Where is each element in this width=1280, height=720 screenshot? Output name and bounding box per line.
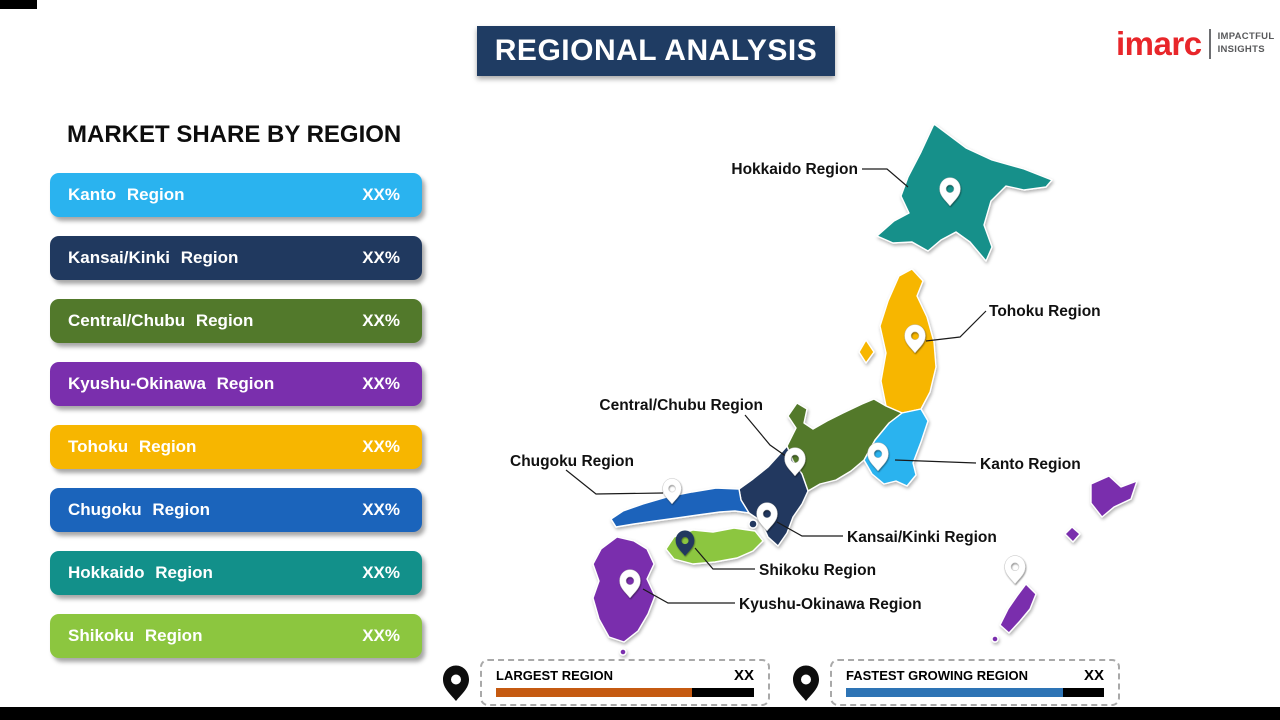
share-bar-chugoku: Chugoku Region XX% <box>50 488 422 532</box>
island-awaji <box>748 519 758 529</box>
logo-tagline: IMPACTFUL INSIGHTS <box>1218 31 1275 56</box>
fastest-region-pin-icon <box>793 665 819 701</box>
region-hokkaido <box>876 123 1053 262</box>
share-bar-value: XX% <box>362 626 400 645</box>
share-bar-tohoku: Tohoku Region XX% <box>50 425 422 469</box>
region-okinawa-islet <box>1064 526 1081 543</box>
connector-chubu <box>744 414 788 458</box>
connector-chugoku <box>565 469 664 495</box>
share-bar-chubu: Central/Chubu Region XX% <box>50 299 422 343</box>
connector-kyushu-okinawa <box>642 588 735 604</box>
island-okinawa-islet-2 <box>991 635 999 643</box>
island-kyushu-islet-1 <box>619 648 627 656</box>
market-share-list: Kanto Region XX% Kansai/Kinki Region XX%… <box>50 173 422 677</box>
connector-kansai <box>776 521 843 537</box>
legend-largest-bar <box>496 688 754 697</box>
legend-largest-box: LARGEST REGION XX <box>480 659 770 706</box>
map-label-shikoku: Shikoku Region <box>759 562 876 579</box>
connector-hokkaido <box>862 168 909 188</box>
share-bar-hokkaido: Hokkaido Region XX% <box>50 551 422 595</box>
share-bar-label: Kyushu-Okinawa Region <box>68 374 275 393</box>
share-bar-value: XX% <box>362 311 400 330</box>
share-bar-label: Central/Chubu Region <box>68 311 254 330</box>
legend-largest-value: XX <box>733 667 754 684</box>
share-bar-kansai: Kansai/Kinki Region XX% <box>50 236 422 280</box>
map-label-tohoku: Tohoku Region <box>989 303 1101 320</box>
map-label-chugoku: Chugoku Region <box>510 453 634 470</box>
legend-fastest-bar <box>846 688 1104 697</box>
map-pin-okinawa-icon <box>1004 555 1026 585</box>
share-bar-value: XX% <box>362 374 400 393</box>
logo-divider <box>1208 28 1211 59</box>
imarc-logo: imarc IMPACTFUL INSIGHTS <box>1116 27 1274 60</box>
japan-map: Hokkaido Region Tohoku Region Central/Ch… <box>510 123 1138 665</box>
connector-shikoku <box>694 547 755 570</box>
share-bar-label: Hokkaido Region <box>68 563 213 582</box>
region-okinawa-north <box>1090 475 1138 518</box>
share-bar-value: XX% <box>362 563 400 582</box>
share-bar-value: XX% <box>362 437 400 456</box>
map-label-kanto: Kanto Region <box>980 456 1081 473</box>
connector-kanto <box>894 459 977 464</box>
legend-largest-bar-fill <box>496 688 693 697</box>
page-title: REGIONAL ANALYSIS <box>477 26 835 76</box>
legend-fastest-region: FASTEST GROWING REGION XX <box>791 659 1120 706</box>
legend-fastest-label: FASTEST GROWING REGION <box>846 668 1029 683</box>
legend-fastest-value: XX <box>1083 667 1104 684</box>
imarc-wordmark: imarc <box>1116 25 1202 62</box>
bottom-edge-bar <box>0 707 1280 720</box>
region-okinawa-main <box>999 583 1037 634</box>
share-bar-value: XX% <box>362 248 400 267</box>
logo-tagline-line1: IMPACTFUL <box>1217 31 1275 43</box>
map-label-central-chubu: Central/Chubu Region <box>599 397 763 414</box>
share-bar-shikoku: Shikoku Region XX% <box>50 614 422 658</box>
legend-largest-region: LARGEST REGION XX <box>441 659 770 706</box>
share-bar-label: Chugoku Region <box>68 500 210 519</box>
map-label-kyushu-okinawa: Kyushu-Okinawa Region <box>739 596 922 613</box>
top-edge-bar <box>0 0 37 9</box>
share-bar-label: Shikoku Region <box>68 626 203 645</box>
connector-tohoku <box>925 310 987 342</box>
share-bar-value: XX% <box>362 185 400 204</box>
map-label-hokkaido: Hokkaido Region <box>731 161 858 178</box>
legend-fastest-bar-fill <box>846 688 1063 697</box>
market-share-heading: MARKET SHARE BY REGION <box>67 121 402 148</box>
legend-largest-label: LARGEST REGION <box>496 668 614 683</box>
logo-tagline-line2: INSIGHTS <box>1217 43 1265 55</box>
share-bar-label: Tohoku Region <box>68 437 197 456</box>
map-label-kansai: Kansai/Kinki Region <box>847 529 997 546</box>
share-bar-label: Kanto Region <box>68 185 185 204</box>
largest-region-pin-icon <box>443 665 469 701</box>
island-sado <box>858 339 875 364</box>
share-bar-kyushu-okinawa: Kyushu-Okinawa Region XX% <box>50 362 422 406</box>
share-bar-value: XX% <box>362 500 400 519</box>
share-bar-label: Kansai/Kinki Region <box>68 248 239 267</box>
legend-fastest-box: FASTEST GROWING REGION XX <box>830 659 1120 706</box>
share-bar-kanto: Kanto Region XX% <box>50 173 422 217</box>
legend-fastest-bar-tail <box>1062 688 1104 697</box>
legend-largest-bar-tail <box>692 688 754 697</box>
